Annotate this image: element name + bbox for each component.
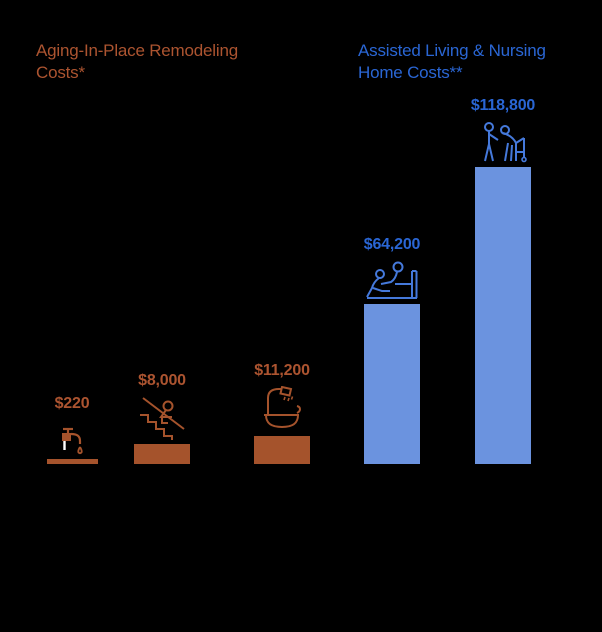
walk-in-tub-icon <box>260 386 304 432</box>
aging-in-place-title-line2: Costs* <box>36 63 85 82</box>
bar-group-nursing-home: $118,800 <box>448 97 558 464</box>
assisted-living-title: Assisted Living & Nursing Home Costs** <box>358 40 546 84</box>
stair-lift-icon <box>138 396 186 440</box>
bar-group-faucet: $220 <box>17 395 127 464</box>
faucet-icon <box>54 425 90 455</box>
bar-value-label: $118,800 <box>470 97 536 114</box>
assisted-living-title-line2: Home Costs** <box>358 63 463 82</box>
bar-value-label: $220 <box>54 395 90 412</box>
caregiver-walker-icon <box>478 121 528 163</box>
bar-nursing-home <box>475 167 531 464</box>
bar-assisted-living <box>364 303 420 464</box>
bar-value-label: $64,200 <box>363 235 421 253</box>
bar-value-label: $11,200 <box>254 362 310 379</box>
bar-group-walk-in-tub: $11,200 <box>227 362 337 464</box>
bar-value-label: $8,000 <box>138 372 186 389</box>
bar-group-assisted-living: $64,200 <box>337 235 447 464</box>
bar-stair-lift <box>134 444 190 464</box>
bar-group-stair-lift: $8,000 <box>107 372 217 464</box>
bar-faucet <box>46 459 98 464</box>
aging-in-place-title: Aging-In-Place Remodeling Costs* <box>36 40 238 84</box>
bar-walk-in-tub <box>254 436 310 464</box>
caregiver-bed-icon <box>365 260 419 300</box>
aging-in-place-title-line1: Aging-In-Place Remodeling <box>36 41 238 60</box>
assisted-living-title-line1: Assisted Living & Nursing <box>358 41 546 60</box>
